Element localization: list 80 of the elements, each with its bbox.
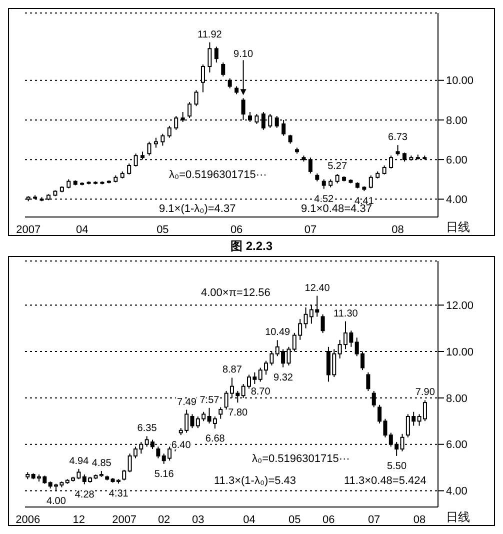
x-tick-label: 07 <box>368 514 380 526</box>
candlestick <box>127 163 132 175</box>
annotation: 11.3×(1-λ₀)=5.43 <box>214 475 296 487</box>
candlestick <box>322 178 326 190</box>
candlestick <box>368 174 373 189</box>
annotation: 4.28 <box>74 489 95 500</box>
candlestick <box>194 90 198 107</box>
y-tick-label: 8.00 <box>446 114 468 127</box>
annotation: 7.80 <box>228 408 248 419</box>
annotation: 4.00 <box>46 496 66 507</box>
candlestick <box>208 42 212 73</box>
candlestick <box>167 125 172 138</box>
annotation: 7.90 <box>415 387 436 398</box>
annotation: 9.10 <box>234 49 254 60</box>
candlestick <box>366 372 370 392</box>
y-tick-label: 12.00 <box>446 300 474 312</box>
annotation: 9.1×(1-λ₀)=4.37 <box>159 203 236 215</box>
caption: 图 2.2.3 <box>229 238 274 255</box>
candlestick <box>218 406 223 420</box>
annotation: 8.87 <box>222 364 242 376</box>
candlestick <box>389 155 394 169</box>
text: 日线 <box>446 509 470 526</box>
candlestick <box>221 62 226 77</box>
candlestick <box>156 446 160 459</box>
y-tick-label: 8.00 <box>446 392 468 405</box>
x-tick-label: 07 <box>304 224 317 236</box>
annotation: 5.50 <box>387 460 407 472</box>
candlestick <box>320 314 325 334</box>
annotation: 5.27 <box>328 161 348 172</box>
annotation: λ₀=0.5196301715··· <box>169 169 267 181</box>
annotation: 4.85 <box>92 458 112 470</box>
candlestick <box>214 46 218 64</box>
candlestick <box>154 137 158 148</box>
x-tick-label: 05 <box>288 514 301 526</box>
y-tick-label: 4.00 <box>446 194 468 206</box>
annotation: 7.49 <box>177 396 197 408</box>
y-tick-label: 6.00 <box>446 154 468 166</box>
annotation: 11.92 <box>198 29 222 40</box>
x-tick-label: 2007 <box>112 514 137 526</box>
annotation: λ₀=0.5196301715··· <box>252 453 350 465</box>
annotation: 4.94 <box>69 456 90 467</box>
annotation: 12.40 <box>304 282 330 294</box>
x-tick-label: 08 <box>413 514 426 526</box>
annotation: 6.73 <box>388 132 408 144</box>
x-tick-label: 2007 <box>16 224 41 236</box>
x-tick-label: 12 <box>72 514 86 526</box>
annotation: 4.00×π=12.56 <box>201 287 270 299</box>
candlestick <box>147 141 152 156</box>
annotation: 6.35 <box>137 423 158 434</box>
x-tick-label: 02 <box>158 514 170 526</box>
candlestick <box>134 153 138 167</box>
x-tick-label: 03 <box>192 514 204 526</box>
text: 日线 <box>446 219 470 236</box>
annotation: 11.30 <box>334 308 358 320</box>
y-tick-label: 10.00 <box>446 346 474 358</box>
x-tick-label: 06 <box>322 514 335 526</box>
candlestick <box>188 102 192 118</box>
y-tick-label: 10.00 <box>446 75 474 88</box>
annotation: 4.31 <box>108 488 129 500</box>
x-tick-label: 06 <box>230 224 243 236</box>
annotation: 8.70 <box>250 386 271 398</box>
y-tick-label: 4.00 <box>446 486 468 498</box>
candlestick <box>160 133 165 146</box>
x-tick-label: 08 <box>392 224 404 236</box>
x-tick-label: 04 <box>243 514 256 526</box>
x-tick-label: 2006 <box>16 514 40 526</box>
candlestick <box>396 144 400 156</box>
y-tick-label: 6.00 <box>446 439 468 452</box>
annotation: 10.49 <box>265 327 291 338</box>
annotation: 9.32 <box>274 372 294 384</box>
x-tick-label: 05 <box>156 224 169 236</box>
x-tick-label: 04 <box>76 224 88 236</box>
annotation: 7.57 <box>200 394 220 406</box>
annotation: 11.3×0.48=5.424 <box>344 475 426 487</box>
candlestick <box>174 115 178 130</box>
candlestick <box>122 469 126 481</box>
annotation: 6.68 <box>205 434 226 445</box>
annotation: 4.52 <box>314 194 334 205</box>
annotation: 5.16 <box>154 468 174 480</box>
candlestick <box>335 174 340 184</box>
